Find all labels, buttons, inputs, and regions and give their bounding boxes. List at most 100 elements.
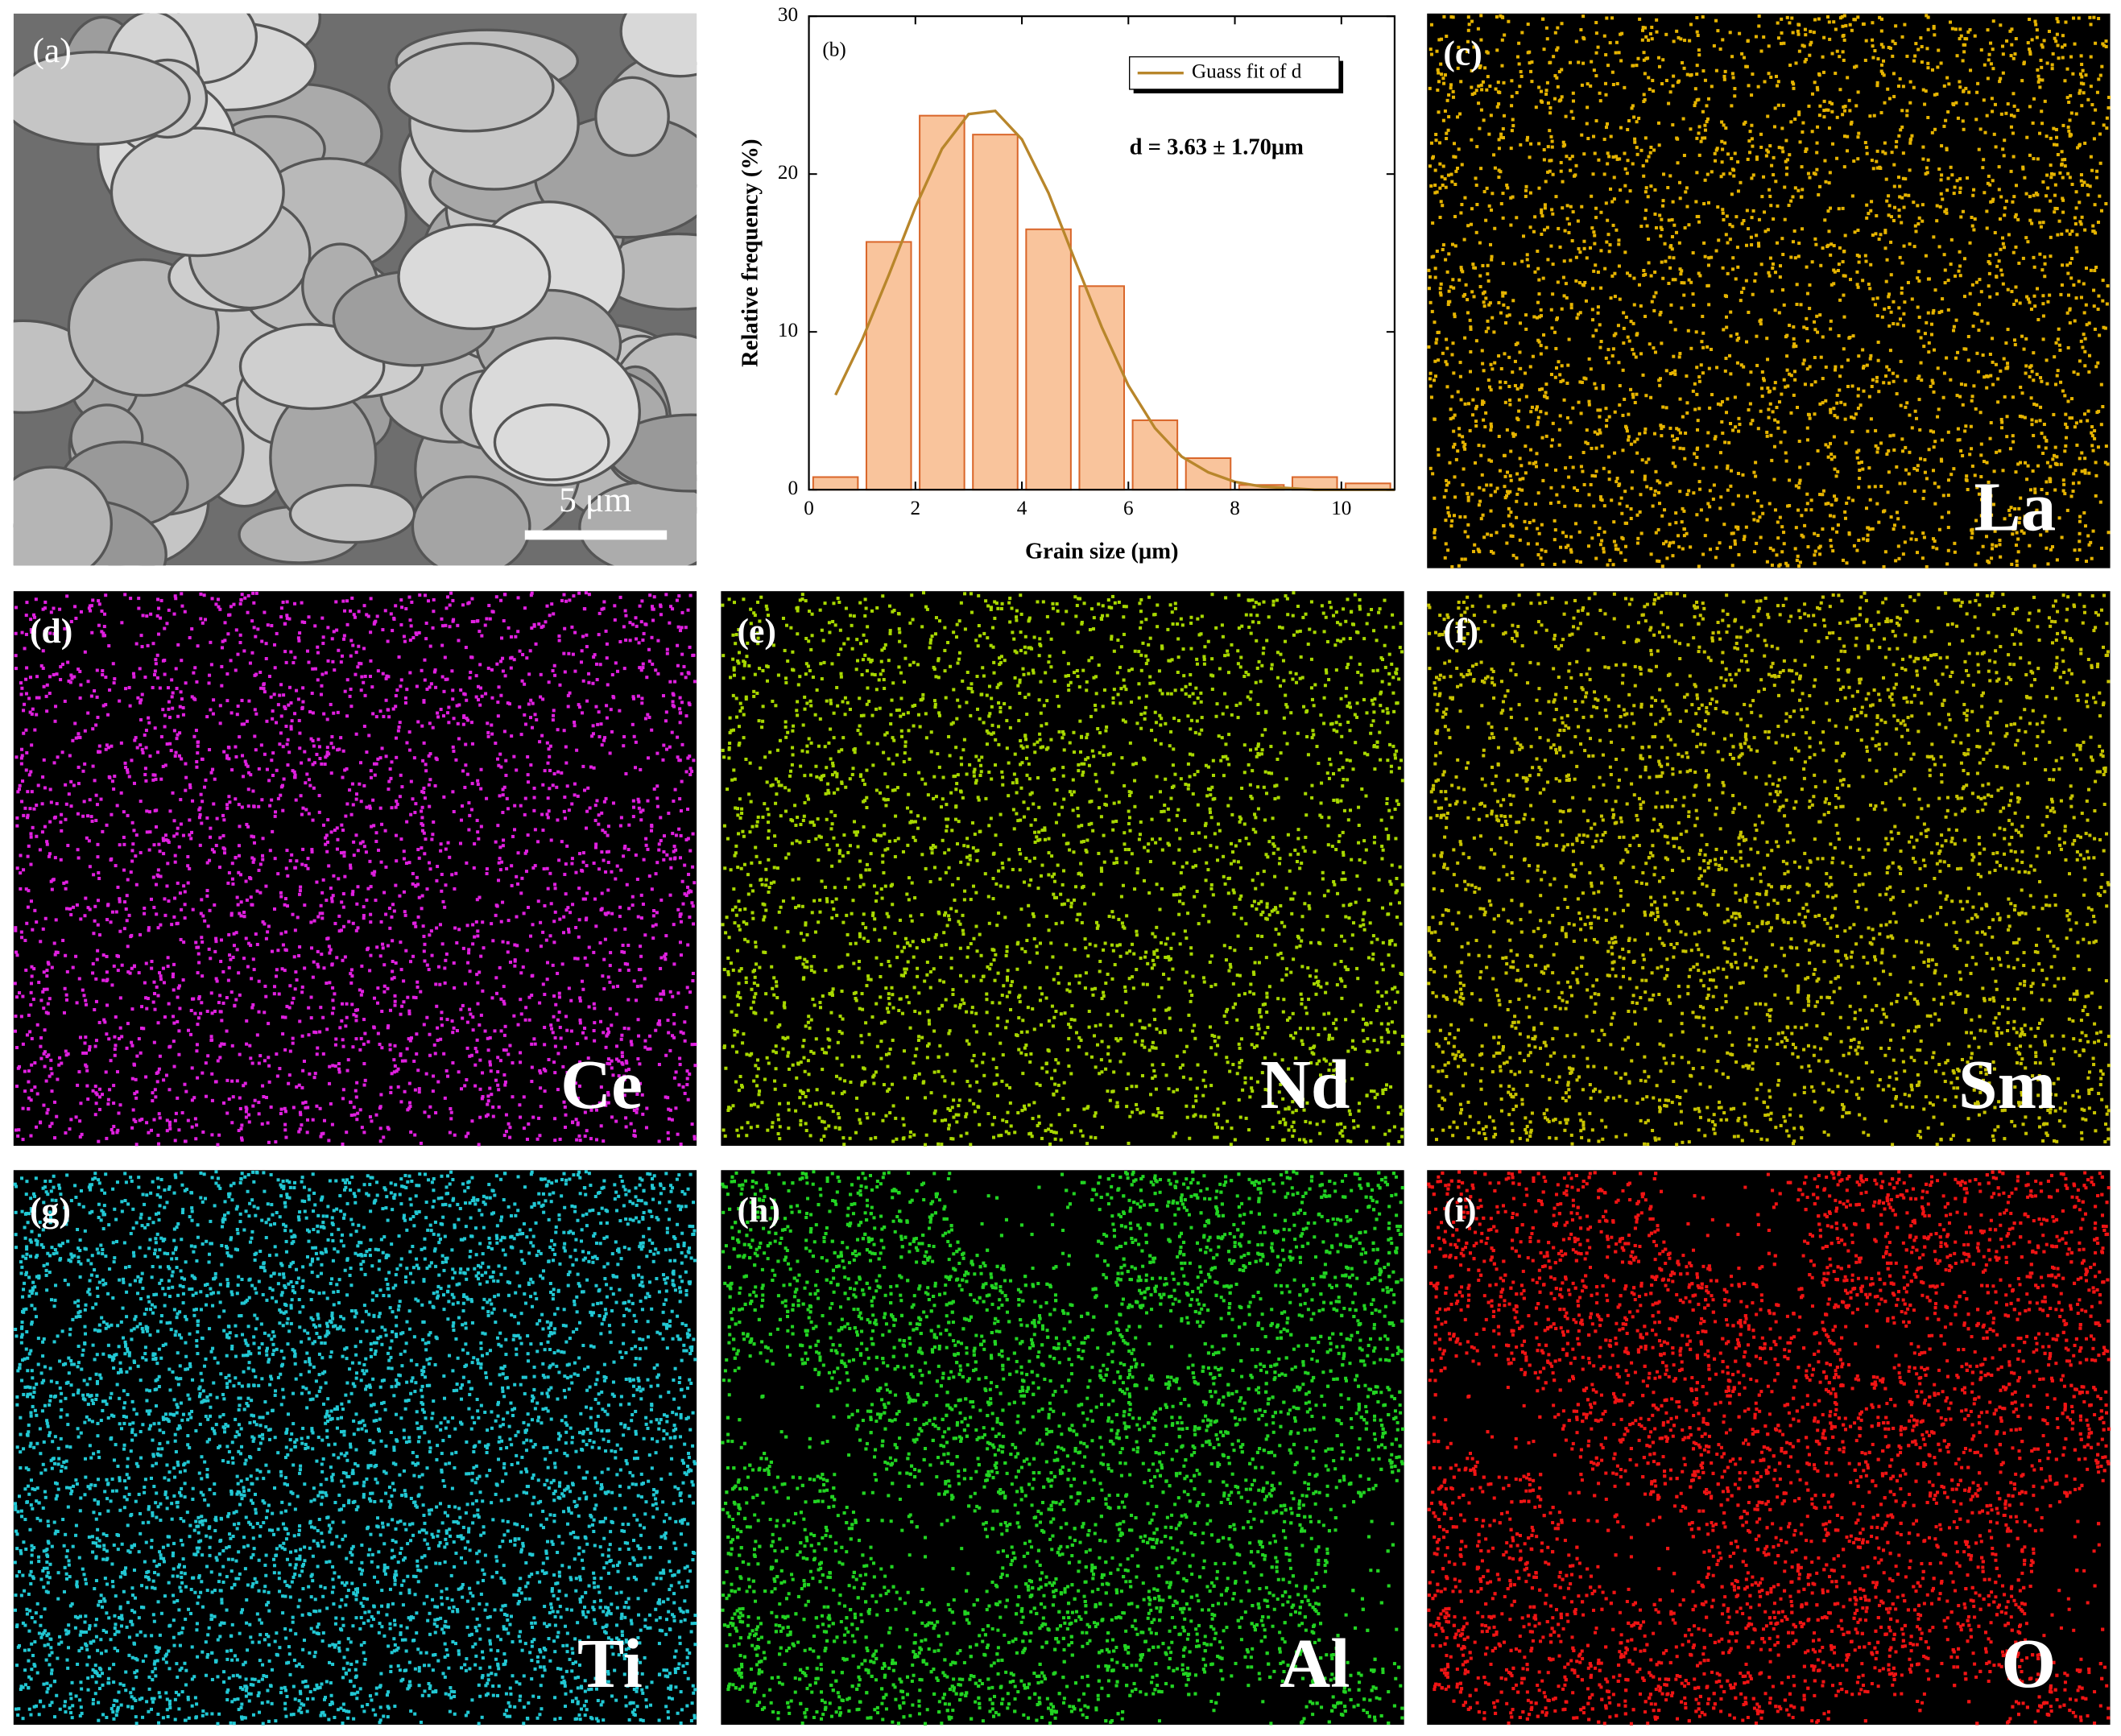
dot: [1972, 188, 1976, 192]
dot: [1813, 531, 1817, 535]
dot: [1999, 555, 2003, 559]
dot: [1518, 457, 1522, 461]
dot: [1540, 214, 1544, 218]
dot: [1592, 504, 1596, 508]
dot: [123, 900, 127, 904]
dot: [340, 1019, 344, 1023]
dot: [28, 807, 32, 811]
dot: [1959, 34, 1963, 38]
dot: [1837, 262, 1841, 267]
dot: [1962, 127, 1966, 131]
dot: [1468, 370, 1473, 374]
dot: [2036, 464, 2040, 468]
dot: [289, 727, 293, 731]
dot: [2055, 455, 2059, 459]
dot: [2107, 105, 2111, 110]
dot: [1490, 258, 1494, 262]
dot: [2004, 341, 2008, 345]
dot: [1693, 462, 1697, 466]
dot: [1885, 258, 1889, 262]
dot: [1923, 332, 1927, 336]
dot: [1532, 519, 1536, 523]
dot: [1717, 238, 1721, 242]
dot: [2080, 469, 2084, 473]
dot: [225, 699, 229, 703]
dot: [1574, 503, 1578, 507]
dot: [118, 996, 122, 1000]
dot: [1806, 172, 1810, 176]
dot: [2014, 245, 2018, 249]
dot: [1896, 544, 1900, 548]
dot: [299, 885, 303, 889]
dot: [2097, 409, 2101, 413]
dot: [327, 944, 331, 949]
dot: [688, 767, 693, 771]
dot: [305, 772, 309, 776]
dot: [1675, 136, 1679, 140]
dot: [1590, 60, 1594, 64]
dot: [312, 761, 316, 765]
dot: [2028, 544, 2032, 548]
dot: [1693, 101, 1697, 105]
dot: [1828, 441, 1833, 445]
dot: [1893, 42, 1897, 46]
dot: [1765, 337, 1769, 341]
dot: [1919, 36, 1923, 40]
dot: [461, 1016, 465, 1020]
dot: [2079, 81, 2083, 85]
dot: [14, 654, 18, 658]
dot: [1861, 279, 1865, 283]
dot: [594, 1108, 598, 1112]
dot: [1695, 366, 1699, 370]
dot: [532, 786, 536, 790]
dot: [1553, 74, 1557, 78]
dot: [41, 607, 45, 611]
dot: [1882, 564, 1886, 568]
dot: [1862, 389, 1866, 393]
dot: [1946, 526, 1950, 530]
dot: [494, 903, 498, 907]
dot: [1562, 398, 1566, 402]
dot: [1441, 247, 1445, 251]
dot: [1629, 387, 1633, 391]
dot: [1544, 89, 1548, 93]
dot: [1750, 123, 1754, 127]
dot: [1623, 424, 1628, 428]
dot: [1482, 444, 1486, 448]
dot: [363, 1078, 367, 1082]
dot: [1585, 256, 1589, 260]
dot: [1942, 84, 1946, 88]
dot: [1725, 214, 1729, 218]
dot: [388, 926, 392, 930]
dot: [1609, 134, 1613, 138]
dot: [405, 688, 409, 692]
dot: [189, 837, 193, 841]
dot: [1971, 324, 1975, 329]
dot: [558, 917, 562, 921]
dot: [1647, 457, 1651, 461]
dot: [47, 962, 51, 966]
dot: [247, 941, 251, 945]
dot: [1765, 560, 1769, 564]
dot: [592, 1002, 596, 1006]
dot: [2082, 412, 2086, 416]
dot: [354, 732, 358, 736]
dot: [672, 962, 676, 966]
dot: [163, 897, 167, 901]
dot: [1566, 363, 1570, 367]
dot: [1480, 473, 1484, 477]
dot: [230, 1044, 234, 1048]
dot: [1689, 127, 1693, 131]
dot: [81, 988, 85, 992]
dot: [614, 1012, 618, 1016]
dot: [1894, 24, 1898, 28]
dot: [1772, 155, 1776, 159]
dot: [1587, 357, 1591, 361]
dot: [1803, 60, 1807, 64]
dot: [1763, 229, 1768, 234]
dot: [267, 675, 271, 679]
dot: [2011, 155, 2016, 159]
dot: [2025, 135, 2029, 139]
dot: [585, 1129, 589, 1133]
